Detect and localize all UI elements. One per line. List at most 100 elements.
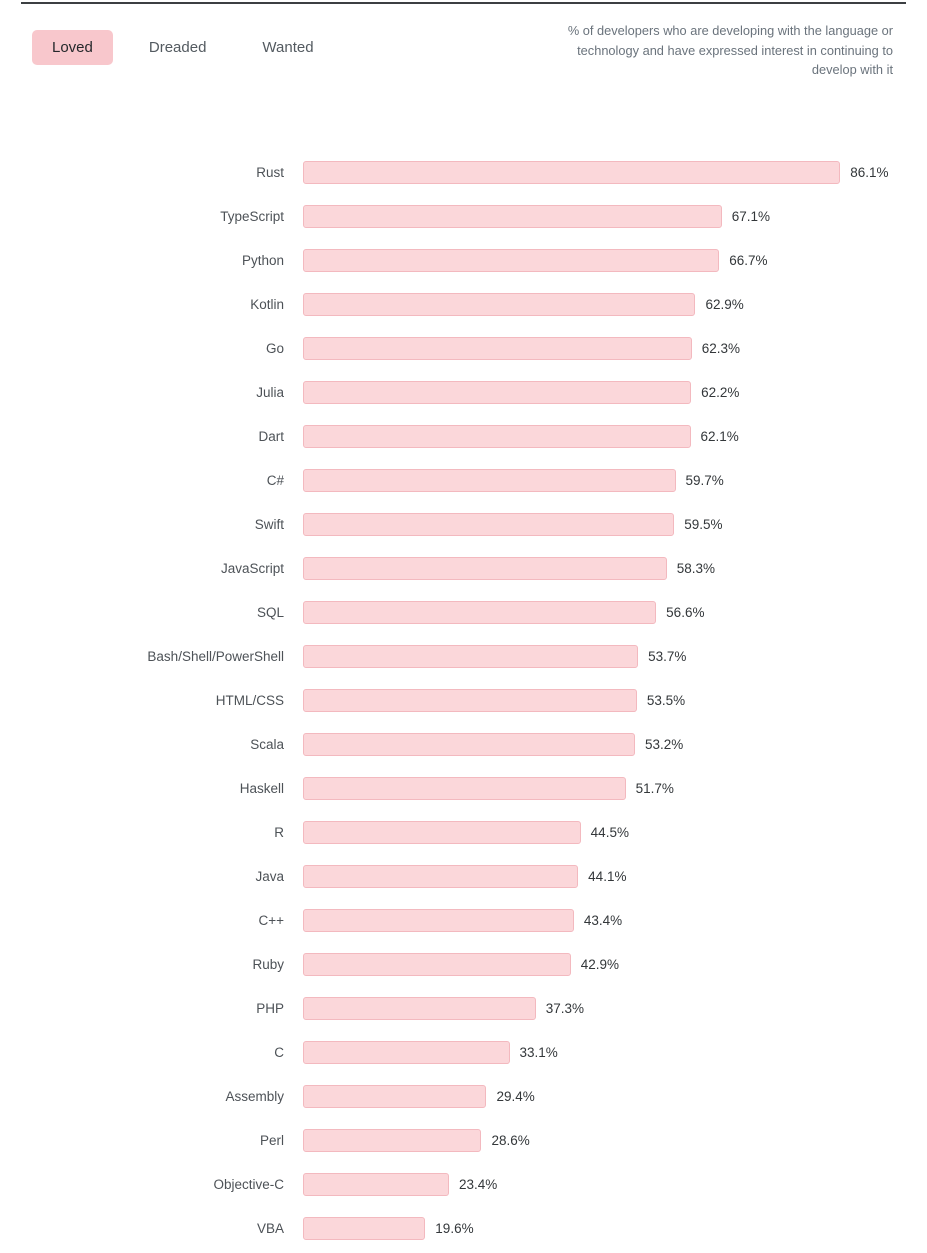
- bar-area: 44.1%: [303, 864, 927, 888]
- bar[interactable]: [303, 468, 676, 492]
- bar[interactable]: [303, 952, 571, 976]
- chart-row: Go 62.3%: [0, 326, 927, 370]
- tab-bar: Loved Dreaded Wanted: [32, 30, 893, 65]
- chart-row: Java 44.1%: [0, 854, 927, 898]
- chart-row: Julia 62.2%: [0, 370, 927, 414]
- bar-area: 62.3%: [303, 336, 927, 360]
- category-label: Java: [255, 868, 284, 884]
- category-label: Perl: [259, 1132, 284, 1148]
- bar[interactable]: [303, 204, 722, 228]
- category-label: JavaScript: [220, 560, 284, 576]
- chart-description: % of developers who are developing with …: [567, 23, 893, 78]
- chart-row: C 33.1%: [0, 1030, 927, 1074]
- bar[interactable]: [303, 1128, 482, 1152]
- chart-row: TypeScript 67.1%: [0, 194, 927, 238]
- bar[interactable]: [303, 1172, 450, 1196]
- tab-loved[interactable]: Loved: [32, 30, 113, 65]
- category-label: TypeScript: [220, 208, 284, 224]
- tab-dreaded[interactable]: Dreaded: [148, 39, 207, 56]
- bar[interactable]: [303, 1040, 510, 1064]
- bar[interactable]: [303, 248, 720, 272]
- value-label: 59.7%: [685, 472, 724, 488]
- chart-row: VBA 19.6%: [0, 1206, 927, 1250]
- value-label: 67.1%: [731, 208, 770, 224]
- bar[interactable]: [303, 996, 536, 1020]
- category-label: Assembly: [225, 1088, 284, 1104]
- bar[interactable]: [303, 776, 626, 800]
- bar-area: 56.6%: [303, 600, 927, 624]
- bar[interactable]: [303, 1216, 426, 1240]
- chart-header: Loved Dreaded Wanted % of developers who…: [0, 0, 927, 150]
- bar-area: 58.3%: [303, 556, 927, 580]
- category-label: Go: [265, 340, 284, 356]
- bar[interactable]: [303, 292, 696, 316]
- bar-area: 62.2%: [303, 380, 927, 404]
- value-label: 44.5%: [590, 824, 629, 840]
- value-label: 53.5%: [646, 692, 686, 708]
- value-label: 19.6%: [435, 1220, 474, 1236]
- category-label: Julia: [256, 384, 284, 400]
- bar-area: 53.2%: [303, 732, 927, 756]
- chart-row: SQL 56.6%: [0, 590, 927, 634]
- chart-row: R 44.5%: [0, 810, 927, 854]
- bar[interactable]: [303, 160, 841, 184]
- chart-row: Python 66.7%: [0, 238, 927, 282]
- category-label: Scala: [250, 736, 284, 752]
- value-label: 53.7%: [648, 648, 687, 664]
- category-label: Swift: [254, 516, 284, 532]
- value-label: 62.2%: [701, 384, 740, 400]
- value-label: 66.7%: [729, 252, 768, 268]
- bar[interactable]: [303, 424, 691, 448]
- category-label: Rust: [256, 164, 284, 180]
- chart-row: Scala 53.2%: [0, 722, 927, 766]
- bar[interactable]: [303, 600, 657, 624]
- value-label: 58.3%: [676, 560, 716, 576]
- chart-row: Dart 62.1%: [0, 414, 927, 458]
- bar[interactable]: [303, 512, 675, 536]
- value-label: 62.9%: [705, 296, 744, 312]
- bar-area: 51.7%: [303, 776, 927, 800]
- bar[interactable]: [303, 864, 579, 888]
- value-label: 56.6%: [666, 604, 705, 620]
- chart-row: Bash/Shell/PowerShell 53.7%: [0, 634, 927, 678]
- category-label: VBA: [256, 1220, 284, 1236]
- value-label: 43.4%: [583, 912, 623, 928]
- bar[interactable]: [303, 556, 667, 580]
- value-label: 23.4%: [459, 1176, 498, 1192]
- bar-area: 67.1%: [303, 204, 927, 228]
- chart-row: HTML/CSS 53.5%: [0, 678, 927, 722]
- category-label: C++: [258, 912, 284, 928]
- bar[interactable]: [303, 1084, 487, 1108]
- bar[interactable]: [303, 336, 692, 360]
- chart-row: C# 59.7%: [0, 458, 927, 502]
- value-label: 33.1%: [519, 1044, 558, 1060]
- bar-area: 59.5%: [303, 512, 927, 536]
- chart-row: C++ 43.4%: [0, 898, 927, 942]
- category-label: R: [274, 824, 284, 840]
- chart-row: Ruby 42.9%: [0, 942, 927, 986]
- bar-area: 53.7%: [303, 644, 927, 668]
- bar[interactable]: [303, 380, 692, 404]
- category-label: Ruby: [252, 956, 284, 972]
- bar-area: 29.4%: [303, 1084, 927, 1108]
- bar[interactable]: [303, 644, 639, 668]
- chart-row: Objective-C 23.4%: [0, 1162, 927, 1206]
- section-divider: [21, 2, 906, 4]
- bar[interactable]: [303, 908, 574, 932]
- value-label: 28.6%: [491, 1132, 530, 1148]
- chart-row: Swift 59.5%: [0, 502, 927, 546]
- category-label: Dart: [258, 428, 284, 444]
- bar-area: 33.1%: [303, 1040, 927, 1064]
- category-label: Haskell: [239, 780, 284, 796]
- bar-area: 19.6%: [303, 1216, 927, 1240]
- category-label: SQL: [256, 604, 284, 620]
- bar[interactable]: [303, 820, 581, 844]
- bar[interactable]: [303, 732, 635, 756]
- tab-wanted[interactable]: Wanted: [262, 39, 314, 56]
- bar-area: 62.1%: [303, 424, 927, 448]
- chart-row: JavaScript 58.3%: [0, 546, 927, 590]
- bar-area: 44.5%: [303, 820, 927, 844]
- bar[interactable]: [303, 688, 637, 712]
- category-label: PHP: [256, 1000, 284, 1016]
